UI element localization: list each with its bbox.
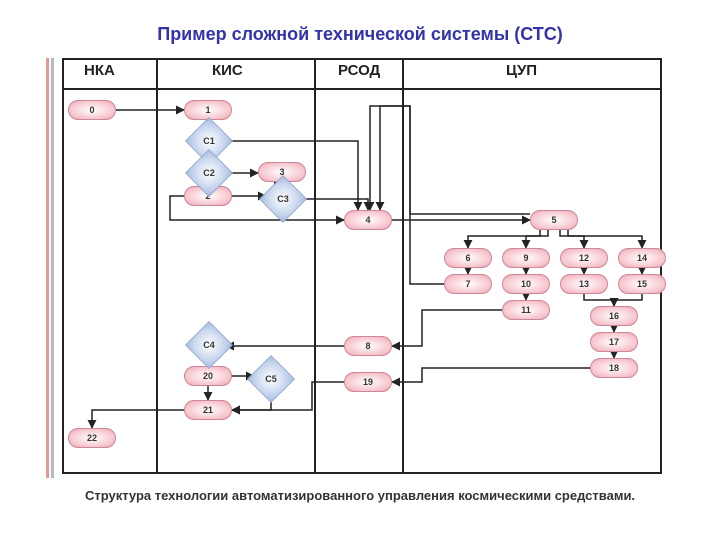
border-top xyxy=(62,58,662,60)
diagram: НКАКИСРСОДЦУП013245691214710131511161718… xyxy=(62,58,662,474)
node-n14: 14 xyxy=(618,248,666,268)
node-n5: 5 xyxy=(530,210,578,230)
decision-C4: С4 xyxy=(192,328,226,362)
node-n22: 22 xyxy=(68,428,116,448)
node-n10: 10 xyxy=(502,274,550,294)
node-n12: 12 xyxy=(560,248,608,268)
node-n8: 8 xyxy=(344,336,392,356)
node-n6: 6 xyxy=(444,248,492,268)
node-n21: 21 xyxy=(184,400,232,420)
decision-C5: С5 xyxy=(254,362,288,396)
col-header: ЦУП xyxy=(506,62,537,79)
border-left xyxy=(62,58,64,474)
node-n7: 7 xyxy=(444,274,492,294)
side-accent xyxy=(46,58,54,478)
node-n16: 16 xyxy=(590,306,638,326)
page-title: Пример сложной технической системы (СТС) xyxy=(0,24,720,45)
node-n4: 4 xyxy=(344,210,392,230)
node-n15: 15 xyxy=(618,274,666,294)
col-divider xyxy=(156,58,158,474)
col-header: КИС xyxy=(212,62,243,79)
col-divider xyxy=(314,58,316,474)
caption: Структура технологии автоматизированного… xyxy=(0,488,720,503)
node-n18: 18 xyxy=(590,358,638,378)
node-n19: 19 xyxy=(344,372,392,392)
decision-C3: С3 xyxy=(266,182,300,216)
header-divider xyxy=(62,88,662,90)
node-n17: 17 xyxy=(590,332,638,352)
decision-C2: С2 xyxy=(192,156,226,190)
node-n9: 9 xyxy=(502,248,550,268)
node-n11: 11 xyxy=(502,300,550,320)
border-bottom xyxy=(62,472,662,474)
node-n13: 13 xyxy=(560,274,608,294)
col-divider xyxy=(402,58,404,474)
node-n0: 0 xyxy=(68,100,116,120)
col-header: НКА xyxy=(84,62,115,79)
col-header: РСОД xyxy=(338,62,380,79)
